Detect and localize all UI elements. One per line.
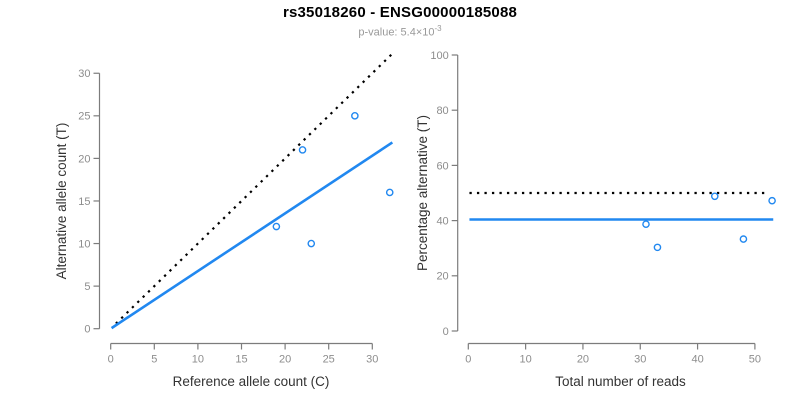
x-tick-label: 0 [465, 354, 471, 366]
data-point [298, 146, 307, 154]
data-point [653, 243, 662, 252]
y-tick-label: 0 [84, 324, 90, 336]
data-point [307, 239, 316, 248]
x-tick-label: 0 [108, 354, 114, 366]
x-tick-label: 15 [235, 354, 247, 366]
pvalue-text: p-value: 5.4×10 [358, 26, 435, 39]
y-tick-label: 5 [84, 281, 90, 293]
x-tick-label: 10 [192, 354, 204, 366]
y-axis-title: Alternative allele count (T) [54, 123, 69, 280]
data-point [768, 196, 776, 205]
percentage-reads-scatter: 0 20 40 60 80 100 0 10 20 30 40 50 Total number of r… [415, 50, 776, 389]
y-tick-label: 30 [78, 68, 90, 80]
pvalue-exponent: -3 [434, 24, 442, 33]
plot-title: rs35018260 - ENSG00000185088 [282, 4, 518, 21]
data-point [385, 188, 394, 197]
fit-line [110, 141, 394, 330]
x-tick-label: 20 [279, 354, 291, 366]
identity-line [115, 53, 393, 325]
data-point [710, 192, 719, 201]
x-tick-label: 30 [634, 354, 646, 366]
y-tick-label: 80 [436, 105, 448, 117]
x-tick-label: 40 [691, 354, 703, 366]
allele-count-scatter: 0 5 10 15 20 25 30 0 5 10 15 20 25 30 Reference allele… [54, 53, 394, 389]
plot-subtitle: p-value: 5.4×10-3 [0, 22, 800, 40]
y-tick-label: 60 [436, 160, 448, 172]
y-tick-label: 15 [78, 196, 90, 208]
x-tick-label: 30 [366, 354, 378, 366]
data-point [272, 222, 281, 231]
x-axis-title: Reference allele count (C) [173, 374, 330, 389]
data-point [642, 220, 650, 228]
plot-header: rs35018260 - ENSG00000185088 p-value: 5.… [0, 3, 800, 40]
y-tick-label: 10 [78, 238, 90, 250]
y-tick-label: 20 [436, 271, 448, 283]
data-point [351, 112, 359, 120]
x-tick-label: 50 [749, 354, 761, 366]
x-axis-title: Total number of reads [555, 374, 686, 389]
x-tick-label: 5 [151, 354, 157, 366]
y-tick-label: 40 [436, 215, 448, 227]
y-tick-label: 25 [78, 111, 90, 123]
x-tick-label: 10 [519, 354, 531, 366]
x-tick-label: 20 [577, 354, 589, 366]
y-tick-label: 20 [78, 153, 90, 165]
data-point [739, 235, 748, 243]
y-tick-label: 100 [430, 50, 448, 62]
x-tick-label: 25 [323, 354, 335, 366]
y-axis-title: Percentage alternative (T) [415, 115, 430, 271]
y-tick-label: 0 [443, 326, 449, 338]
